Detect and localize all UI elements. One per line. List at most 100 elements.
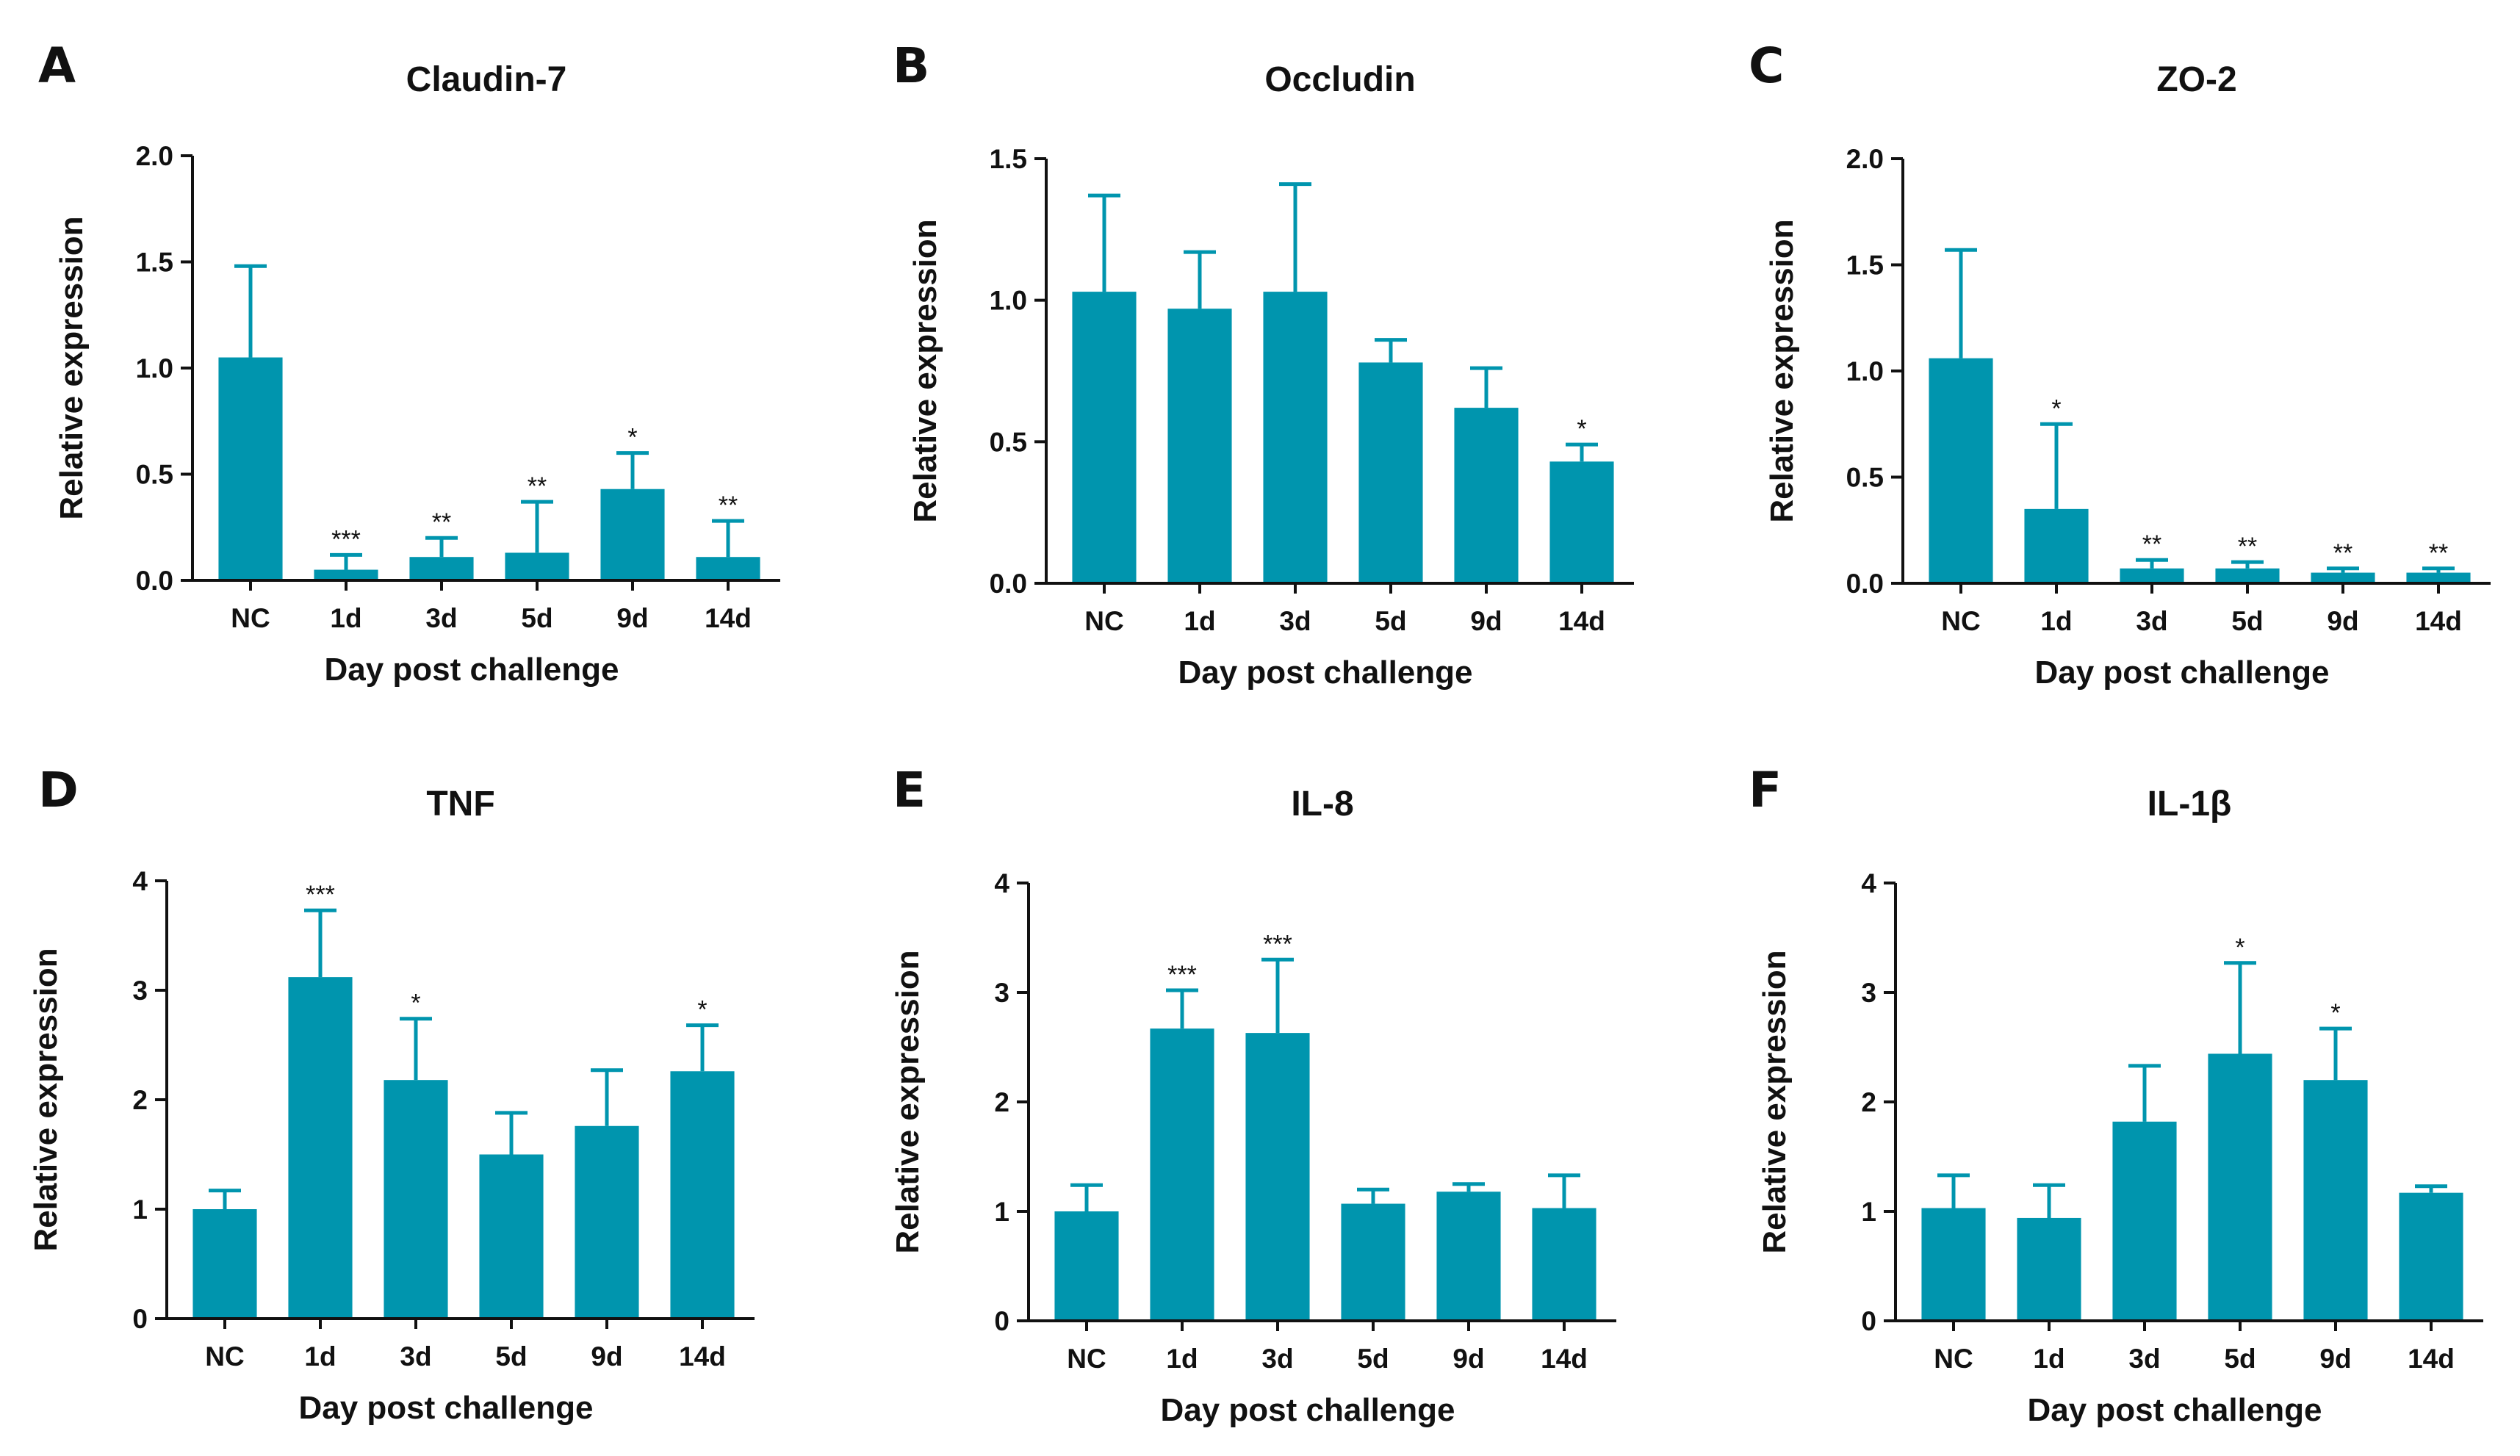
panel-letter: B xyxy=(893,37,929,94)
x-tick-label: 3d xyxy=(1279,606,1311,636)
y-tick-label: 0 xyxy=(994,1306,1009,1336)
chart-title: Occludin xyxy=(1264,60,1415,99)
x-tick-label: 14d xyxy=(679,1341,726,1372)
chart-title: IL-8 xyxy=(1291,785,1353,823)
bar-5d xyxy=(1341,1203,1405,1321)
y-tick-label: 0 xyxy=(1861,1306,1876,1336)
y-axis-label: Relative expression xyxy=(28,948,64,1251)
bar-14d xyxy=(2399,1192,2463,1321)
bar-3d xyxy=(409,557,474,580)
x-tick-label: 1d xyxy=(304,1341,336,1372)
bar-nc xyxy=(1921,1208,1986,1321)
bar-nc xyxy=(1929,358,1993,583)
x-tick-label: 9d xyxy=(2327,606,2358,636)
bar-9d xyxy=(2311,572,2375,583)
significance-marker: * xyxy=(1577,415,1586,443)
y-tick-label: 1.5 xyxy=(136,248,173,278)
y-tick-label: 2 xyxy=(994,1087,1009,1117)
significance-marker: *** xyxy=(331,525,361,553)
x-tick-label: NC xyxy=(205,1341,244,1372)
panel-letter: E xyxy=(893,762,926,818)
y-axis-label: Relative expression xyxy=(54,216,90,519)
significance-marker: ** xyxy=(2333,539,2352,567)
x-tick-label: 14d xyxy=(2415,606,2462,636)
bar-9d xyxy=(575,1125,639,1319)
y-tick-label: 1 xyxy=(1861,1197,1876,1227)
bar-14d xyxy=(2406,572,2471,583)
x-tick-label: NC xyxy=(231,603,270,633)
x-axis-label: Day post challenge xyxy=(1178,655,1472,691)
x-tick-label: NC xyxy=(1067,1344,1106,1374)
bar-1d xyxy=(1167,309,1232,583)
bar-14d xyxy=(1549,461,1614,583)
x-tick-label: 14d xyxy=(2408,1344,2455,1374)
x-tick-label: 3d xyxy=(2136,606,2167,636)
bar-1d xyxy=(314,569,378,580)
bar-9d xyxy=(1436,1192,1501,1321)
panel-letter: A xyxy=(38,37,76,94)
x-tick-label: 5d xyxy=(2224,1344,2256,1374)
x-tick-label: 5d xyxy=(495,1341,527,1372)
x-tick-label: 9d xyxy=(1470,606,1502,636)
y-tick-label: 2 xyxy=(132,1085,148,1115)
y-axis-label: Relative expression xyxy=(890,950,926,1253)
x-axis-label: Day post challenge xyxy=(324,652,619,688)
significance-marker: * xyxy=(2235,934,2244,962)
bar-9d xyxy=(1454,408,1519,583)
x-tick-label: 5d xyxy=(1375,606,1406,636)
significance-marker: ** xyxy=(2429,539,2448,567)
y-axis-label: Relative expression xyxy=(907,219,943,522)
x-tick-label: 9d xyxy=(616,603,648,633)
bar-3d xyxy=(2120,568,2184,583)
bar-nc xyxy=(192,1209,257,1319)
x-tick-label: 1d xyxy=(2040,606,2072,636)
bar-5d xyxy=(505,552,569,580)
y-axis-label: Relative expression xyxy=(1764,219,1800,522)
y-tick-label: 1.5 xyxy=(990,144,1027,174)
y-tick-label: 2.0 xyxy=(136,141,173,171)
y-tick-label: 2.0 xyxy=(1846,144,1884,174)
bar-nc xyxy=(1072,292,1137,583)
y-tick-label: 0.0 xyxy=(1846,569,1884,599)
chart-title: Claudin-7 xyxy=(406,60,567,99)
bar-3d xyxy=(1245,1033,1310,1321)
bar-14d xyxy=(670,1071,735,1319)
chart-panel-a: A Claudin-7 NC *** 1d ** 3d ** 5d * 9d ** 14d 0.0 0.5 1… xyxy=(38,37,780,688)
x-tick-label: 3d xyxy=(1261,1344,1293,1374)
bar-3d xyxy=(1263,292,1328,583)
bar-14d xyxy=(1532,1208,1596,1321)
x-tick-label: 9d xyxy=(2319,1344,2351,1374)
x-axis-label: Day post challenge xyxy=(2034,655,2329,691)
x-tick-label: 1d xyxy=(2033,1344,2064,1374)
bar-9d xyxy=(600,489,665,580)
significance-marker: * xyxy=(2330,999,2340,1027)
bar-1d xyxy=(2017,1217,2081,1321)
y-tick-label: 1 xyxy=(994,1197,1009,1227)
significance-marker: *** xyxy=(1167,961,1197,989)
significance-marker: ** xyxy=(2142,530,2161,558)
significance-marker: *** xyxy=(306,881,335,909)
y-tick-label: 4 xyxy=(994,868,1009,898)
chart-panel-d: D TNF NC *** 1d * 3d 5d 9d * 14d 0 1 2 3 4 Day post chal… xyxy=(28,762,755,1426)
x-tick-label: 9d xyxy=(1452,1344,1484,1374)
y-tick-label: 1.0 xyxy=(136,353,173,383)
bar-5d xyxy=(1358,362,1423,583)
y-tick-label: 3 xyxy=(994,978,1009,1008)
bar-5d xyxy=(2208,1053,2272,1321)
significance-marker: ** xyxy=(2238,533,2257,561)
x-tick-label: 14d xyxy=(1541,1344,1588,1374)
x-tick-label: 3d xyxy=(2128,1344,2160,1374)
x-tick-label: 5d xyxy=(2231,606,2263,636)
panel-letter: C xyxy=(1749,37,1784,94)
y-tick-label: 0.5 xyxy=(990,427,1027,457)
bar-nc xyxy=(218,357,283,580)
bar-9d xyxy=(2303,1080,2368,1321)
x-tick-label: 9d xyxy=(591,1341,622,1372)
significance-marker: * xyxy=(697,996,707,1024)
x-tick-label: 1d xyxy=(1184,606,1215,636)
x-tick-label: NC xyxy=(1084,606,1123,636)
significance-marker: * xyxy=(411,990,420,1017)
significance-marker: *** xyxy=(1263,930,1292,958)
y-tick-label: 1 xyxy=(132,1194,148,1225)
